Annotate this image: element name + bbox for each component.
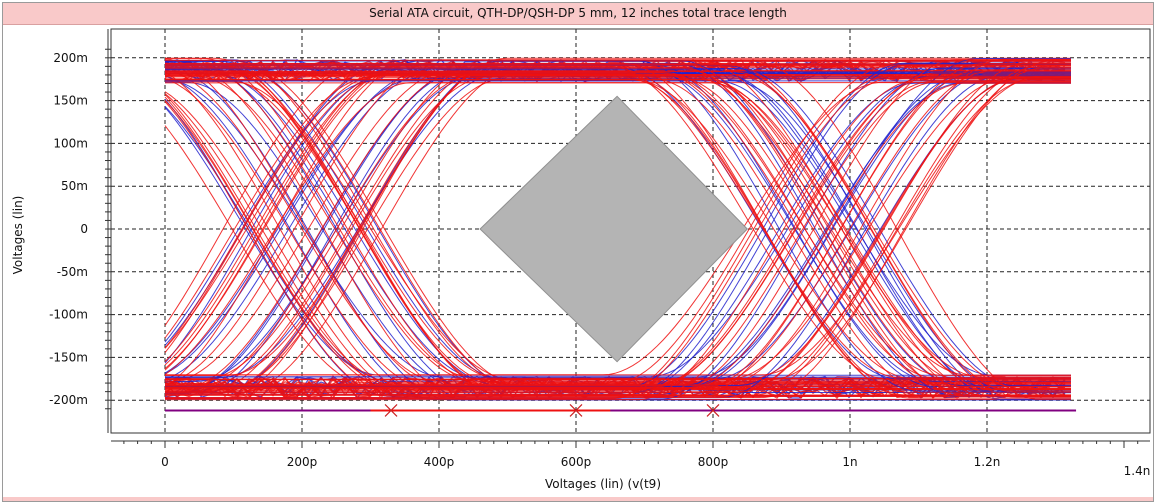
- x-tick-label: 400p: [424, 455, 455, 469]
- signal-trace: [165, 77, 1071, 399]
- x-axis-label: Voltages (lin) (v(t9): [544, 477, 661, 491]
- signal-trace: [165, 76, 1071, 391]
- signal-trace: [165, 69, 1071, 376]
- y-tick-label: 100m: [53, 136, 88, 150]
- signal-trace: [165, 59, 1071, 391]
- y-tick-label: -200m: [49, 393, 88, 407]
- y-tick-label: 0: [80, 222, 88, 236]
- signal-trace: [165, 70, 1071, 382]
- x-marker: [706, 404, 720, 417]
- signal-trace: [165, 81, 1071, 395]
- signal-trace: [165, 64, 1071, 385]
- eye-mask: [479, 95, 749, 363]
- x-axis: 0 200p 400p 600p 800p 1n 1.2n 1.4n: [111, 440, 1151, 478]
- signal-trace: [165, 57, 1071, 384]
- x-tick-label: 800p: [698, 455, 729, 469]
- signal-trace: [165, 69, 1071, 396]
- signal-trace: [165, 79, 1071, 393]
- y-tick-label: 150m: [53, 94, 88, 108]
- signal-trace: [165, 72, 1071, 393]
- signal-trace: [165, 63, 1071, 389]
- signal-trace: [165, 80, 1071, 388]
- signal-trace: [165, 82, 1071, 390]
- y-tick-label: 50m: [61, 179, 88, 193]
- x-tick-label: 1.4n: [1124, 464, 1151, 478]
- signal-trace: [164, 91, 1071, 397]
- signal-trace: [165, 79, 1071, 396]
- y-tick-label: -100m: [49, 308, 88, 322]
- signal-trace: [165, 79, 1071, 397]
- signal-trace: [165, 63, 1071, 396]
- y-tick-label: -150m: [49, 350, 88, 364]
- signal-trace: [165, 60, 1071, 381]
- y-axis: 200m 150m 100m 50m 0 -50m -100m -150m -200m: [49, 29, 111, 433]
- bottom-strip: [3, 497, 1153, 501]
- signal-trace: [165, 59, 1071, 382]
- signal-trace: [165, 57, 1071, 376]
- signal-trace: [165, 73, 1071, 379]
- x-tick-label: 200p: [287, 455, 318, 469]
- signal-trace: [165, 75, 1071, 378]
- y-tick-label: 200m: [53, 51, 88, 65]
- x-tick-label: 0: [161, 455, 169, 469]
- reference-line-group: [165, 404, 1077, 417]
- signal-trace: [165, 70, 1071, 387]
- x-tick-label: 600p: [561, 455, 592, 469]
- trace-group: [164, 57, 1071, 401]
- x-tick-label: 1n: [842, 455, 857, 469]
- y-tick-label: -50m: [57, 265, 88, 279]
- chart-title: Serial ATA circuit, QTH-DP/QSH-DP 5 mm, …: [3, 3, 1153, 25]
- signal-trace: [165, 79, 1071, 401]
- signal-trace: [165, 64, 1071, 392]
- x-marker: [384, 404, 398, 417]
- x-marker: [569, 404, 583, 417]
- signal-trace: [165, 71, 1071, 398]
- signal-trace: [165, 67, 1071, 398]
- mask-diamond: [479, 95, 749, 363]
- signal-trace: [165, 80, 1071, 393]
- signal-trace: [165, 82, 1071, 390]
- x-tick-label: 1.2n: [974, 455, 1001, 469]
- signal-trace: [165, 58, 1071, 386]
- signal-trace: [165, 81, 1071, 376]
- signal-trace: [165, 68, 1071, 388]
